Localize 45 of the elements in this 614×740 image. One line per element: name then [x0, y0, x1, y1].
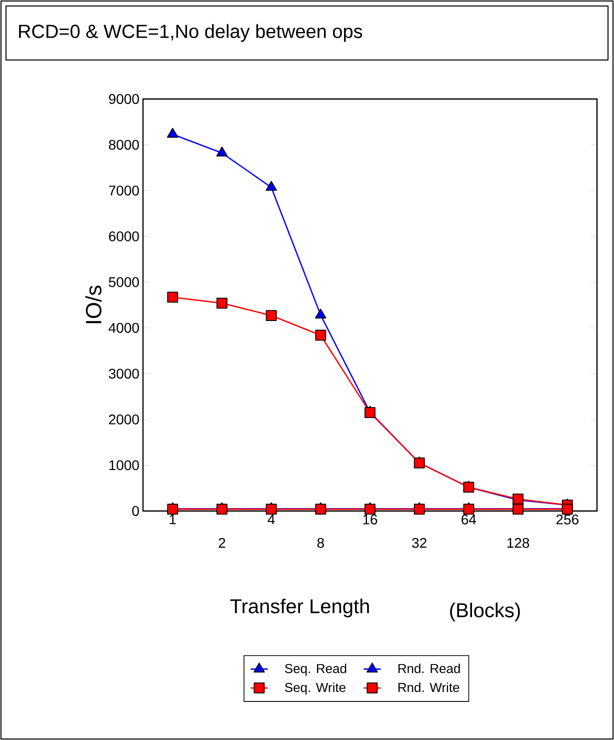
- y-tick-label: 4000: [108, 322, 139, 333]
- point: [167, 504, 178, 515]
- point: [562, 504, 573, 515]
- y-tick-label: 0: [132, 506, 139, 516]
- y-tick-label: 3000: [108, 368, 139, 379]
- x-tick-label: 256: [556, 514, 578, 524]
- x-tick-label: 1: [170, 514, 176, 524]
- text: (Blocks): [450, 602, 520, 622]
- x-tick-label: 2: [218, 538, 226, 548]
- y-tick-label: 9000: [108, 94, 139, 104]
- y-tick-label: 7000: [109, 186, 139, 196]
- y-tick-label: 2000: [109, 414, 139, 424]
- point: [216, 504, 228, 515]
- x-axis-title: Transfer Length: [230, 598, 369, 618]
- x-tick-label: 64: [462, 514, 476, 524]
- x-tick-label: 32: [412, 538, 426, 548]
- y-tick-label: 1000: [109, 460, 139, 470]
- y-axis-title: IO/s: [85, 286, 102, 324]
- point: [167, 292, 178, 303]
- x-tick-label: 4: [268, 514, 275, 524]
- point: [315, 308, 326, 319]
- point: [266, 310, 277, 321]
- point: [364, 504, 376, 515]
- point: [315, 504, 326, 515]
- legend-label: Seq. Read: [284, 664, 346, 676]
- point: [315, 330, 326, 341]
- point: [364, 407, 376, 418]
- y-tick-label: 8000: [108, 140, 139, 150]
- point: [463, 504, 474, 515]
- x-tick-label: 128: [507, 538, 530, 548]
- x-tick-label: 16: [363, 514, 378, 524]
- point: [166, 128, 178, 138]
- legend-label: Rnd. Read: [398, 664, 460, 674]
- legend-label: Rnd. Write: [398, 682, 460, 692]
- point: [512, 504, 524, 515]
- y-tick-label: 6000: [109, 231, 139, 242]
- point: [266, 180, 277, 191]
- chart-title: RCD=0 & WCE=1,No delay between ops: [19, 24, 362, 42]
- point: [216, 298, 228, 309]
- y-tick-label: 5000: [108, 277, 139, 288]
- point: [216, 146, 228, 156]
- point: [266, 504, 277, 515]
- legend-label: Seq. Write: [284, 682, 346, 695]
- x-tick-label: 8: [317, 538, 324, 548]
- point: [414, 504, 425, 515]
